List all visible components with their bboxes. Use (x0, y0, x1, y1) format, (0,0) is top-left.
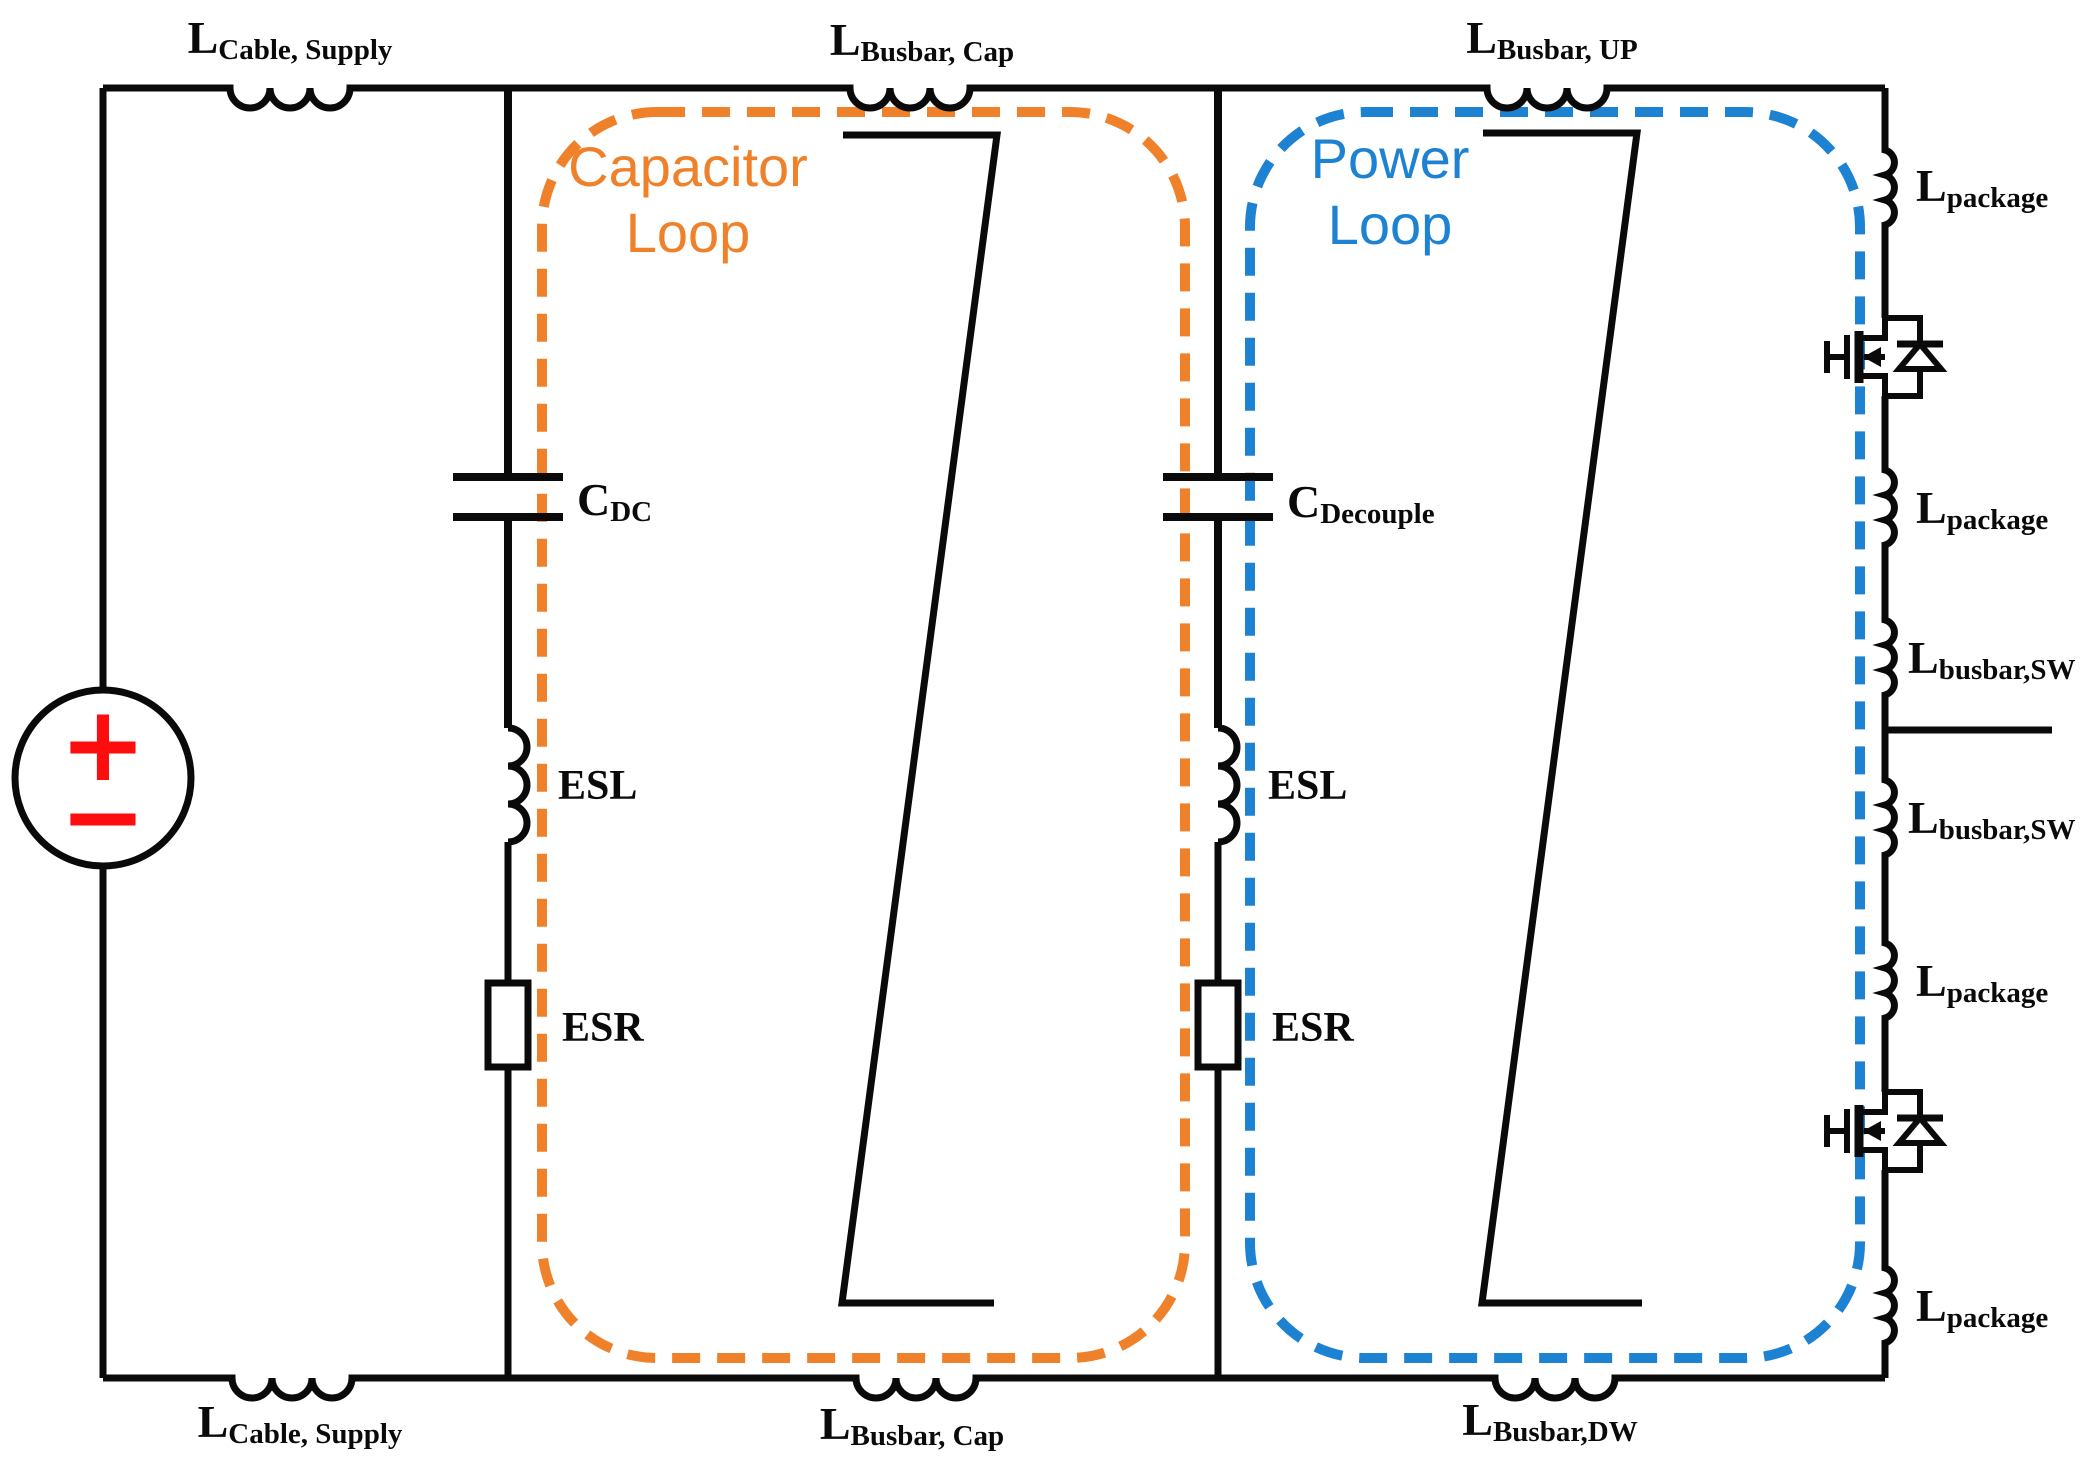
label-esr-decouple: ESR (1272, 1007, 1354, 1049)
switch-leg-wire-upper (1872, 88, 1898, 318)
esl-inductor-symbol-cdecouple (1217, 724, 1241, 846)
mosfet-gate-upper (1824, 335, 1850, 379)
label-sub: busbar,SW (1938, 654, 2076, 686)
label-main: L (1462, 1394, 1493, 1445)
capacitor-loop-outline (537, 107, 1190, 1363)
esr-resistor-symbol-cdecouple (1194, 979, 1242, 1071)
power-loop-outline (1245, 107, 1865, 1363)
label-sub: package (1946, 1302, 2049, 1334)
bottom-rail-wire-with-inductors (103, 1374, 1885, 1402)
capacitor-symbol-cdc (453, 88, 563, 728)
mosfet-gate-lower (1824, 1109, 1850, 1153)
label-esl-dc: ESL (558, 765, 637, 807)
diode-symbol-upper (1892, 339, 1948, 372)
label-l-busbar-cap-bottom: LBusbar, Cap (819, 1398, 1004, 1451)
label-c-dc: CDC (577, 474, 652, 527)
label-sub: busbar,SW (1938, 814, 2076, 846)
dc-capacitor-branch (453, 88, 563, 1378)
voltage-source-minus-sign: − (59, 755, 147, 877)
busbar-z-power-loop (1478, 129, 1642, 1307)
capacitor-loop-label: Capacitor Loop (568, 134, 808, 266)
decouple-capacitor-branch (1163, 88, 1273, 1378)
label-c-decouple: CDecouple (1287, 476, 1435, 529)
label-main: L (1908, 792, 1939, 843)
label-main: ESL (1268, 763, 1348, 809)
esr-resistor-symbol-cdc (484, 979, 532, 1071)
label-sub: Decouple (1320, 498, 1435, 530)
label-sub: Cable, Supply (218, 34, 393, 66)
label-l-package-1: Lpackage (1916, 160, 2048, 213)
busbar-z-capacitor-loop (838, 131, 1001, 1307)
label-l-busbar-cap-top: LBusbar, Cap (829, 14, 1014, 67)
mosfet-arrow-lower (1863, 1121, 1881, 1141)
label-main: L (819, 1398, 851, 1449)
label-esr-dc: ESR (562, 1007, 644, 1049)
switch-leg-wire-lower (1872, 1170, 1898, 1378)
label-l-busbar-dw-bottom: LBusbar,DW (1462, 1394, 1637, 1447)
label-esl-decouple: ESL (1268, 765, 1347, 807)
mosfet-arrow-upper (1863, 347, 1881, 367)
label-main: L (1916, 482, 1947, 533)
label-sub: package (1946, 504, 2049, 536)
label-sub: DC (610, 496, 653, 528)
power-loop-label: Power Loop (1311, 126, 1470, 258)
label-sub: Busbar,DW (1492, 1416, 1638, 1448)
label-main: L (197, 1396, 229, 1447)
label-main: L (1916, 955, 1947, 1006)
label-sub: package (1946, 182, 2049, 214)
capacitor-loop-label-line2: Loop (625, 201, 751, 264)
label-main: ESR (1272, 1005, 1354, 1051)
label-main: L (1908, 632, 1939, 683)
voltage-source-plus-sign: + (59, 683, 147, 805)
capacitor-symbol-cdecouple (1163, 88, 1273, 728)
label-sub: package (1946, 977, 2049, 1009)
label-sub: Busbar, Cap (860, 36, 1015, 68)
power-loop-label-line1: Power (1310, 126, 1470, 190)
switch-leg-wire-middle (1872, 396, 1898, 1092)
label-main: C (1287, 476, 1321, 527)
power-loop-label-line2: Loop (1327, 193, 1453, 256)
capacitor-loop-label-line1: Capacitor (568, 134, 808, 198)
label-l-busbar-sw-1: Lbusbar,SW (1908, 632, 2075, 685)
label-main: ESR (562, 1005, 644, 1051)
label-main: L (1916, 160, 1947, 211)
label-l-busbar-sw-2: Lbusbar,SW (1908, 792, 2075, 845)
lower-mosfet-switch (1824, 1089, 1948, 1173)
label-sub: Busbar, Cap (850, 1420, 1005, 1452)
voltage-source-symbol (11, 686, 195, 870)
diode-branch-wire-upper (1885, 315, 1923, 399)
diode-symbol-lower (1892, 1113, 1948, 1146)
esl-inductor-symbol-cdc (507, 724, 531, 846)
label-l-package-4: Lpackage (1916, 1280, 2048, 1333)
label-l-busbar-up-top: LBusbar, UP (1466, 12, 1637, 65)
label-l-package-2: Lpackage (1916, 482, 2048, 535)
label-main: ESL (558, 763, 638, 809)
label-sub: Cable, Supply (228, 1418, 403, 1450)
label-l-cable-supply-bottom: LCable, Supply (197, 1396, 403, 1449)
label-main: C (577, 474, 611, 525)
label-main: L (1466, 12, 1497, 63)
upper-mosfet-switch (1824, 315, 1948, 399)
label-sub: Busbar, UP (1496, 34, 1638, 66)
top-rail-wire-with-inductors (103, 84, 1885, 112)
label-main: L (829, 14, 861, 65)
label-l-cable-supply-top: LCable, Supply (187, 12, 393, 65)
label-main: L (1916, 1280, 1947, 1331)
label-main: L (187, 12, 219, 63)
label-l-package-3: Lpackage (1916, 955, 2048, 1008)
diode-branch-wire-lower (1885, 1089, 1923, 1173)
